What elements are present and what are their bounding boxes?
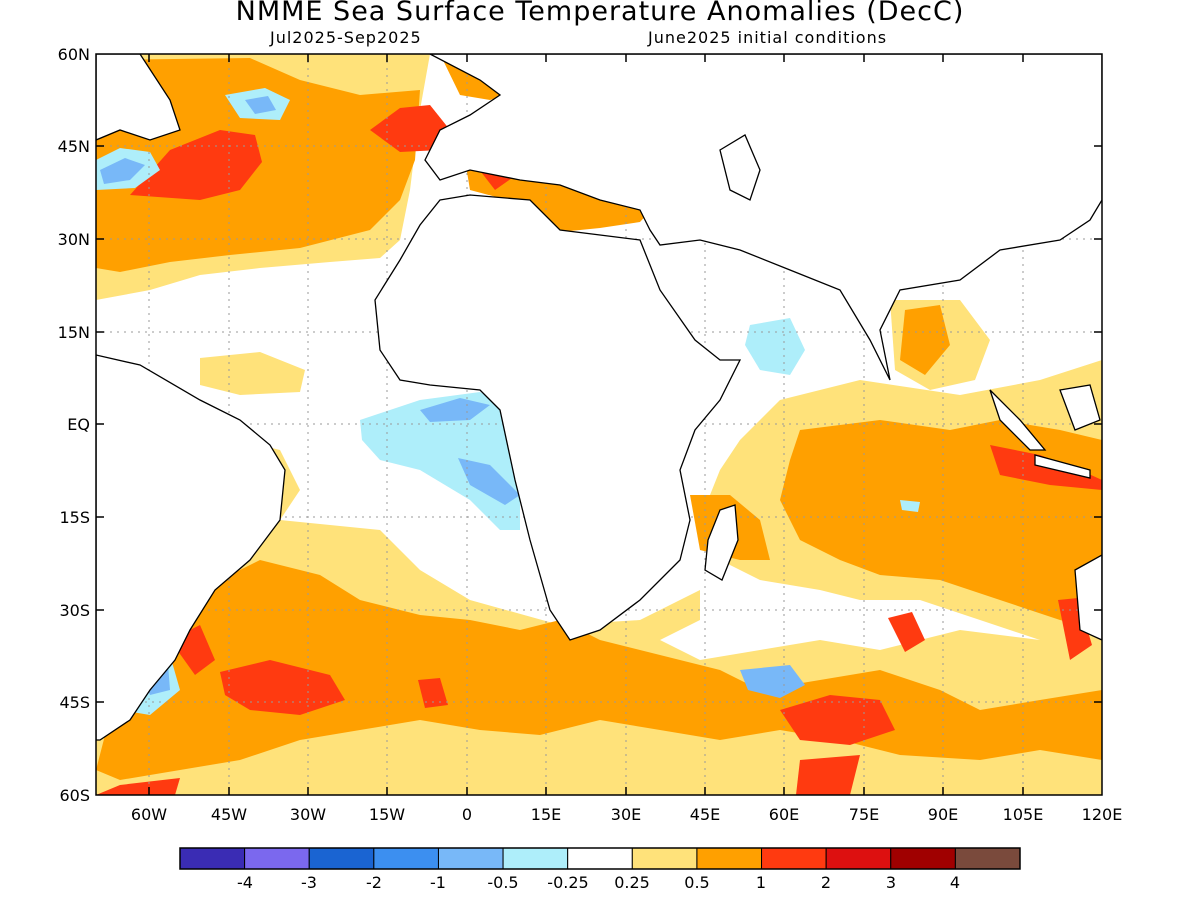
legend-color-box — [567, 847, 633, 870]
lon-label: 60W — [131, 805, 167, 824]
legend-label: 0.5 — [684, 873, 709, 892]
longitude-axis: 60W 45W 30W 15W 0 15E 30E 45E 60E 75E 90… — [131, 805, 1122, 824]
sumatra-island — [989, 389, 1047, 451]
color-legend: -4 -3 -2 -1 -0.5 -0.25 0.25 0.5 1 2 3 4 — [179, 847, 1021, 892]
legend-color-box — [373, 847, 439, 870]
southern-ocean-hot-region — [780, 695, 895, 745]
lon-label: 15E — [531, 805, 561, 824]
south-atlantic-hot-region — [418, 678, 448, 708]
south-atlantic-hot-region — [220, 660, 345, 715]
north-america-landmass — [96, 54, 181, 141]
caspian-sea — [719, 134, 761, 201]
legend-color-box — [631, 847, 698, 870]
labrador-cool-region — [100, 158, 145, 184]
lat-label: 30S — [59, 601, 90, 620]
indian-ocean-cool-region — [900, 500, 920, 512]
legend-label: 1 — [756, 873, 766, 892]
legend-label: -2 — [366, 873, 382, 892]
latitude-axis: 60N 45N 30N 15N EQ 15S 30S 45S 60S — [58, 45, 90, 805]
legend-label: -3 — [301, 873, 317, 892]
legend-color-box — [954, 847, 1021, 870]
legend-label: -0.25 — [547, 873, 588, 892]
legend-label: -1 — [430, 873, 446, 892]
borneo-island — [1059, 384, 1101, 431]
lat-label: 15S — [59, 508, 90, 527]
europe-landmass — [424, 54, 1102, 381]
lon-label: 60E — [769, 805, 799, 824]
java-island — [1034, 454, 1091, 479]
tropical-atlantic-cool-region — [360, 392, 520, 530]
southern-ocean-hot-region — [796, 755, 860, 795]
lon-label: 75E — [849, 805, 879, 824]
north-atlantic-hot-region — [130, 130, 262, 200]
coastlines — [96, 54, 1102, 741]
legend-label: 3 — [886, 873, 896, 892]
lat-label: 15N — [58, 323, 90, 342]
australia-landmass — [1074, 554, 1102, 641]
africa-landmass — [374, 194, 742, 641]
australia-coast-hot-region — [1058, 598, 1092, 660]
lat-label: 60S — [59, 786, 90, 805]
lon-label: 45W — [211, 805, 247, 824]
lon-label: 30W — [290, 805, 326, 824]
legend-color-box — [696, 847, 763, 870]
legend-color-box — [179, 847, 246, 870]
lat-label: 60N — [58, 45, 90, 64]
legend-color-box — [244, 847, 310, 870]
south-america-landmass — [96, 354, 286, 741]
lat-label: 45S — [59, 693, 90, 712]
bay-of-bengal-warm-region — [900, 305, 950, 375]
legend-label: 2 — [821, 873, 831, 892]
indian-ocean-hot-region — [888, 612, 925, 652]
legend-color-box — [502, 847, 569, 870]
lat-label: 45N — [58, 137, 90, 156]
lat-label: 30N — [58, 230, 90, 249]
south-atlantic-hot-region — [96, 778, 180, 795]
lon-label: 15W — [369, 805, 405, 824]
legend-color-box — [308, 847, 375, 870]
lon-label: 30E — [611, 805, 641, 824]
map-title: NMME Sea Surface Temperature Anomalies (… — [235, 0, 965, 27]
madagascar-landmass — [704, 504, 739, 581]
southern-ocean-cool-region — [740, 665, 805, 698]
forecast-period: Jul2025-Sep2025 — [270, 28, 422, 47]
legend-color-box — [890, 847, 956, 870]
lon-label: 105E — [1003, 805, 1044, 824]
lat-label: EQ — [67, 415, 90, 434]
frame-ticks — [96, 54, 1102, 795]
legend-label: 0.25 — [614, 873, 650, 892]
lon-label: 45E — [690, 805, 720, 824]
initial-conditions: June2025 initial conditions — [648, 28, 888, 47]
west-african-warm-region — [200, 352, 305, 395]
mid-atlantic-cool-region — [245, 96, 276, 114]
legend-label: -0.5 — [487, 873, 518, 892]
legend-color-box — [761, 847, 827, 870]
legend-label: -4 — [237, 873, 253, 892]
north-atlantic-hot-region — [370, 105, 450, 152]
lon-label: 0 — [462, 805, 472, 824]
tropical-atlantic-cool-region — [420, 398, 490, 422]
legend-label: 4 — [950, 873, 960, 892]
legend-frame — [179, 847, 1021, 870]
tropical-atlantic-cool-region — [458, 458, 520, 505]
legend-color-box — [437, 847, 504, 870]
lon-label: 90E — [928, 805, 958, 824]
lon-label: 120E — [1082, 805, 1123, 824]
legend-color-box — [825, 847, 892, 870]
